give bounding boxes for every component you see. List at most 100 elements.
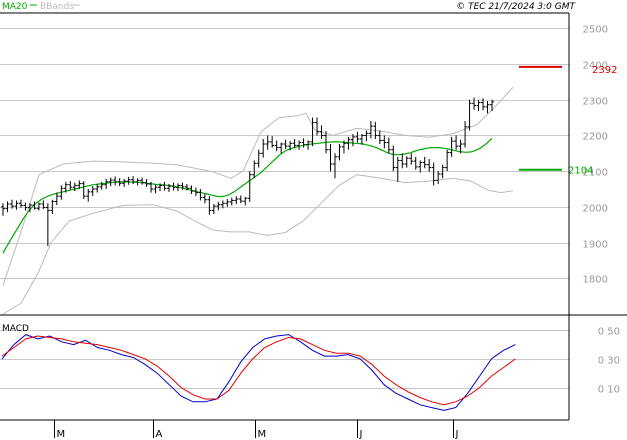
macd-title: MACD: [2, 324, 29, 334]
ohlc-bar: [400, 153, 405, 169]
ohlc-bar: [189, 185, 194, 194]
ohlc-bar: [472, 97, 477, 110]
ohlc-bar: [355, 131, 360, 143]
price-tick-label: 2400: [583, 61, 608, 72]
ohlc-bar: [346, 136, 351, 150]
ohlc-bar: [229, 197, 234, 206]
ohlc-bar: [337, 144, 342, 161]
ohlc-bar: [220, 200, 225, 209]
macd-tick-label: 0 50: [598, 327, 620, 338]
ohlc-bar: [364, 130, 369, 142]
ohlc-bar: [301, 138, 306, 148]
ohlc-bar: [252, 160, 257, 179]
ohlc-bar: [274, 140, 279, 152]
ohlc-bar: [319, 125, 324, 139]
ohlc-bar: [135, 178, 140, 186]
ohlc-bar: [158, 183, 163, 192]
ohlc-bar: [9, 199, 14, 209]
ohlc-bar: [175, 183, 180, 192]
ohlc-bar: [104, 179, 109, 189]
ohlc-bar: [310, 117, 315, 147]
ohlc-bar: [449, 136, 454, 157]
ohlc-bar: [261, 139, 266, 158]
ohlc-bar: [50, 199, 55, 214]
resistance-label: 2392: [592, 65, 617, 76]
ohlc-bar: [436, 171, 441, 184]
ohlc-bar: [382, 135, 387, 149]
ohlc-bar: [467, 99, 472, 131]
ohlc-bar: [171, 182, 176, 191]
x-tick-label: M: [57, 429, 66, 440]
ohlc-bar: [166, 184, 171, 192]
price-tick-label: 1800: [583, 275, 608, 286]
ohlc-bar: [14, 200, 19, 210]
ohlc-bar: [270, 136, 275, 148]
macd-tick-label: 0 30: [598, 356, 620, 367]
ohlc-bar: [36, 202, 41, 211]
ohlc-bar: [359, 134, 364, 145]
macd-line: [1, 334, 516, 411]
ohlc-bar: [427, 159, 432, 172]
ohlc-bar: [431, 162, 436, 186]
ohlc-bar: [211, 204, 216, 214]
ohlc-bar: [386, 137, 391, 154]
ohlc-bar: [283, 139, 288, 149]
ohlc-bar: [315, 117, 320, 136]
ohlc-bar: [292, 139, 297, 149]
price-levels: 2392 2104: [519, 65, 617, 177]
price-tick-label: 2000: [583, 204, 608, 215]
ohlc-bar: [476, 99, 481, 112]
ohlc-bar: [23, 202, 28, 211]
ohlc-bar: [113, 176, 118, 186]
ma20-line-group: [2, 137, 493, 254]
ohlc-bar: [463, 121, 468, 148]
ohlc-bar: [490, 99, 494, 112]
ohlc-bar: [422, 156, 427, 169]
ohlc-bar: [328, 144, 333, 172]
ohlc-bar: [184, 184, 189, 191]
ohlc-bar: [413, 156, 418, 170]
ohlc-bar: [395, 156, 400, 182]
chart-header: MA20 BBands © TEC 21/7/2024 3:0 GMT: [2, 2, 577, 12]
price-axis-labels: 2500 2400 2300 2200 2100 2000 1900 1800: [583, 25, 608, 286]
ohlc-bar: [193, 187, 198, 197]
ohlc-bar: [95, 184, 100, 193]
ohlc-bar: [54, 192, 59, 206]
ohlc-bar: [377, 130, 382, 144]
price-panel: 2500 2400 2300 2200 2100 2000 1900 1800 2392 210…: [0, 25, 617, 315]
bband-upper-line: [2, 86, 514, 286]
ohlc-bar: [238, 195, 243, 204]
ohlc-bar: [117, 178, 122, 187]
ohlc-bar: [454, 135, 459, 150]
ohlc-bar: [162, 181, 167, 191]
ohlc-bar: [350, 134, 355, 147]
ohlc-bar: [445, 149, 450, 172]
ohlc-bar: [458, 139, 463, 154]
ohlc-bar: [72, 182, 77, 192]
ohlc-bar: [153, 184, 158, 194]
ohlc-bar: [140, 177, 145, 185]
ohlc-bar: [373, 121, 378, 139]
ohlc-bars: [1, 97, 494, 247]
macd-lines: [1, 334, 516, 411]
price-gridlines: [0, 28, 569, 279]
bband-lower-line: [2, 174, 514, 315]
ohlc-bar: [279, 142, 284, 154]
ohlc-bar: [45, 203, 50, 247]
support-label: 2104: [568, 166, 593, 177]
x-tick-label: M: [258, 429, 267, 440]
price-tick-label: 2100: [583, 168, 608, 179]
ohlc-bar: [99, 181, 104, 190]
ohlc-bar: [404, 156, 409, 168]
ohlc-bar: [5, 201, 10, 213]
signal-line: [1, 335, 516, 406]
ohlc-bar: [225, 199, 230, 207]
ohlc-bar: [481, 98, 486, 111]
ohlc-bar: [485, 101, 490, 114]
macd-axis-labels: 0 50 0 30 0 10: [598, 327, 620, 396]
timestamp-label: © TEC 21/7/2024 3:0 GMT: [456, 2, 576, 12]
ma20-line: [2, 137, 493, 254]
ohlc-bar: [126, 176, 131, 185]
ohlc-bar: [216, 201, 221, 211]
